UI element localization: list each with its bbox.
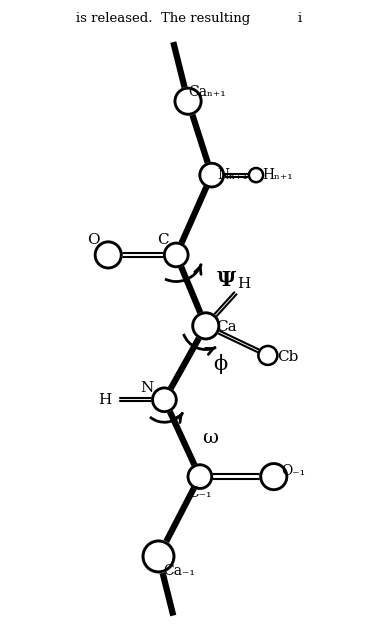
Text: C₋₁: C₋₁ (188, 486, 212, 500)
Text: O₋₁: O₋₁ (281, 463, 305, 477)
Text: C: C (157, 233, 169, 247)
Circle shape (173, 87, 202, 116)
Circle shape (152, 388, 176, 411)
Circle shape (258, 346, 277, 365)
Text: Ψ: Ψ (217, 269, 236, 290)
Circle shape (257, 345, 278, 366)
Circle shape (193, 313, 219, 339)
Circle shape (175, 88, 201, 114)
Circle shape (151, 387, 178, 413)
Circle shape (164, 243, 188, 267)
Text: O: O (87, 233, 100, 247)
Circle shape (95, 242, 121, 268)
Text: Nₙ₊₁: Nₙ₊₁ (217, 168, 248, 182)
Text: Caₙ₊₁: Caₙ₊₁ (188, 86, 226, 100)
Circle shape (248, 167, 264, 183)
Circle shape (259, 462, 288, 491)
Text: N: N (140, 381, 153, 395)
Circle shape (191, 311, 220, 340)
Circle shape (143, 541, 174, 572)
Circle shape (187, 463, 213, 490)
Text: H: H (99, 393, 112, 407)
Text: Hₙ₊₁: Hₙ₊₁ (262, 168, 293, 182)
Circle shape (199, 162, 225, 188)
Circle shape (249, 168, 263, 182)
Text: i: i (298, 12, 301, 25)
Text: Ca₋₁: Ca₋₁ (163, 564, 195, 578)
Text: ϕ: ϕ (214, 354, 228, 374)
Circle shape (200, 164, 223, 187)
Circle shape (94, 240, 123, 269)
Text: ω: ω (202, 429, 219, 447)
Text: Ca: Ca (216, 320, 237, 334)
Circle shape (261, 463, 287, 489)
Text: H: H (238, 278, 251, 292)
Circle shape (163, 242, 189, 268)
Text: Cb: Cb (277, 349, 298, 364)
Circle shape (141, 540, 176, 574)
Circle shape (188, 465, 212, 488)
Text: is released.  The resulting: is released. The resulting (76, 12, 250, 25)
